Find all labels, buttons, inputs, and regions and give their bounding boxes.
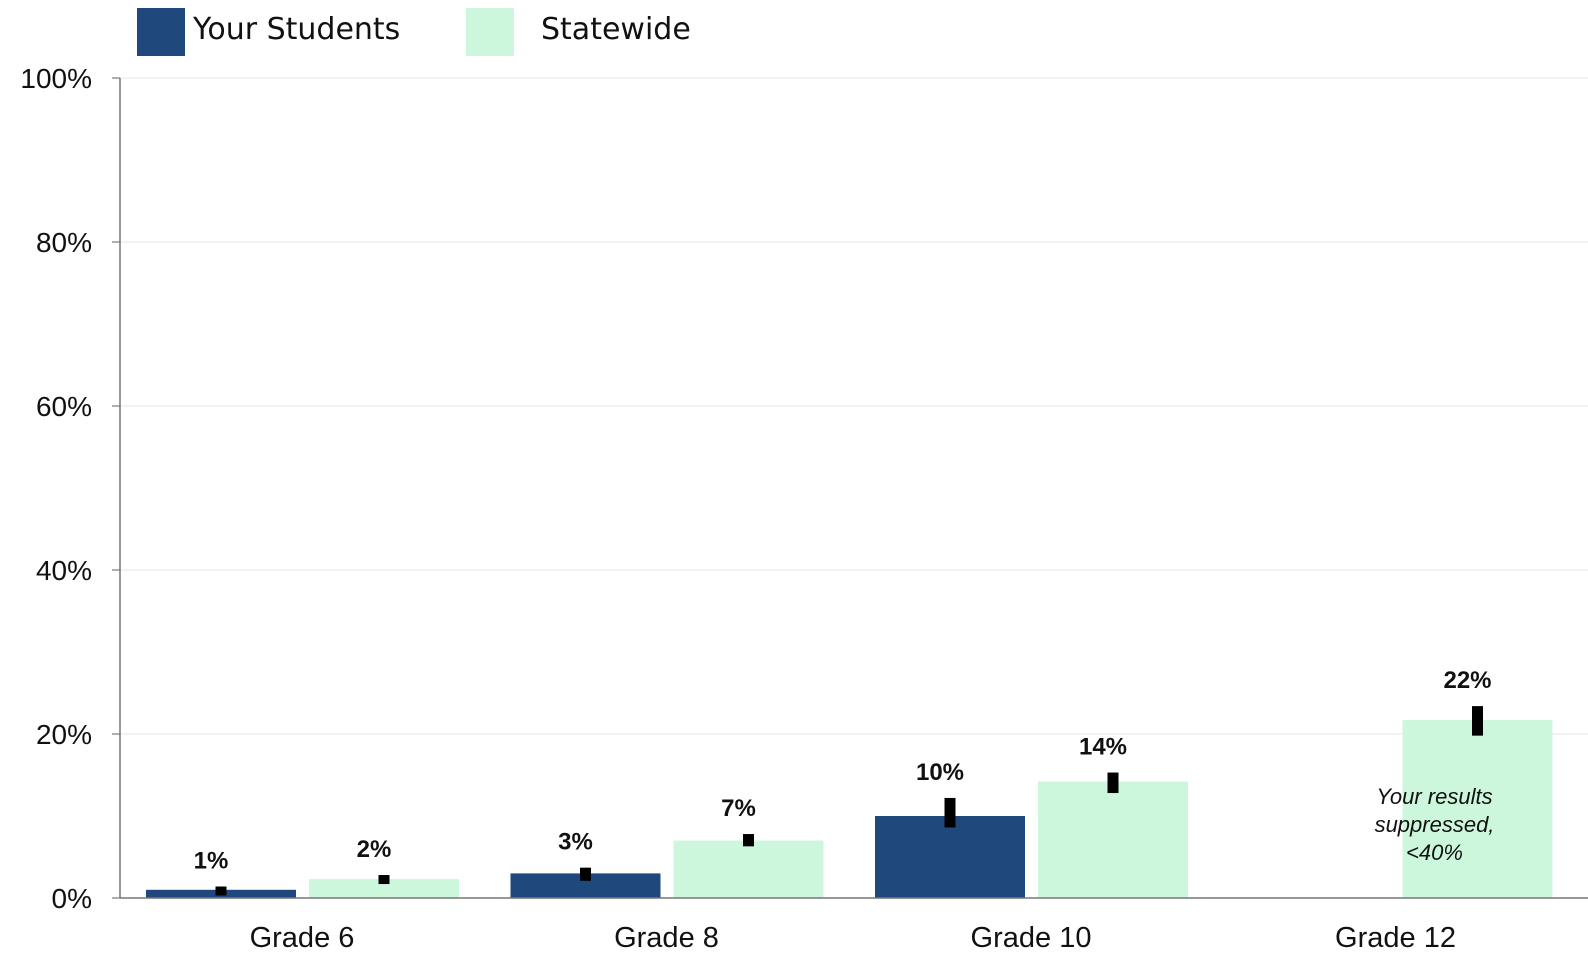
bar-your-students bbox=[875, 816, 1025, 898]
data-label: 1% bbox=[194, 848, 229, 875]
legend-swatch-statewide bbox=[466, 8, 514, 56]
error-bar bbox=[215, 886, 227, 896]
y-tick-label: 60% bbox=[36, 391, 92, 422]
y-tick-label: 40% bbox=[36, 555, 92, 586]
suppressed-note-line: <40% bbox=[1406, 840, 1463, 865]
data-label: 2% bbox=[357, 836, 392, 863]
y-tick-label: 20% bbox=[36, 719, 92, 750]
error-bar bbox=[944, 797, 956, 828]
error-bar bbox=[1107, 772, 1119, 794]
bar-statewide bbox=[1402, 720, 1553, 898]
y-tick-label: 100% bbox=[20, 63, 92, 94]
data-label: 10% bbox=[916, 759, 964, 786]
y-tick-label: 0% bbox=[52, 883, 92, 914]
x-tick-label: Grade 10 bbox=[971, 922, 1092, 954]
legend-label-your-students: Your Students bbox=[193, 12, 401, 47]
data-label: 14% bbox=[1079, 734, 1127, 761]
data-label: 7% bbox=[721, 795, 756, 822]
error-bar bbox=[743, 834, 754, 847]
bar-statewide bbox=[309, 879, 459, 898]
suppressed-note-line: Your results bbox=[1376, 784, 1492, 809]
x-tick-label: Grade 12 bbox=[1335, 922, 1456, 954]
bar-statewide bbox=[1038, 781, 1188, 898]
legend-swatch-your-students bbox=[137, 8, 185, 56]
x-tick-label: Grade 6 bbox=[250, 922, 355, 954]
x-tick-label: Grade 8 bbox=[614, 922, 719, 954]
data-label: 22% bbox=[1443, 667, 1491, 694]
bar-statewide bbox=[673, 840, 824, 898]
error-bar bbox=[580, 867, 591, 881]
y-tick-label: 80% bbox=[36, 227, 92, 258]
error-bar bbox=[1472, 706, 1483, 736]
legend-label-statewide: Statewide bbox=[541, 12, 691, 47]
error-bar bbox=[378, 875, 390, 885]
suppressed-note-line: suppressed, bbox=[1375, 812, 1495, 837]
data-label: 3% bbox=[558, 829, 593, 856]
